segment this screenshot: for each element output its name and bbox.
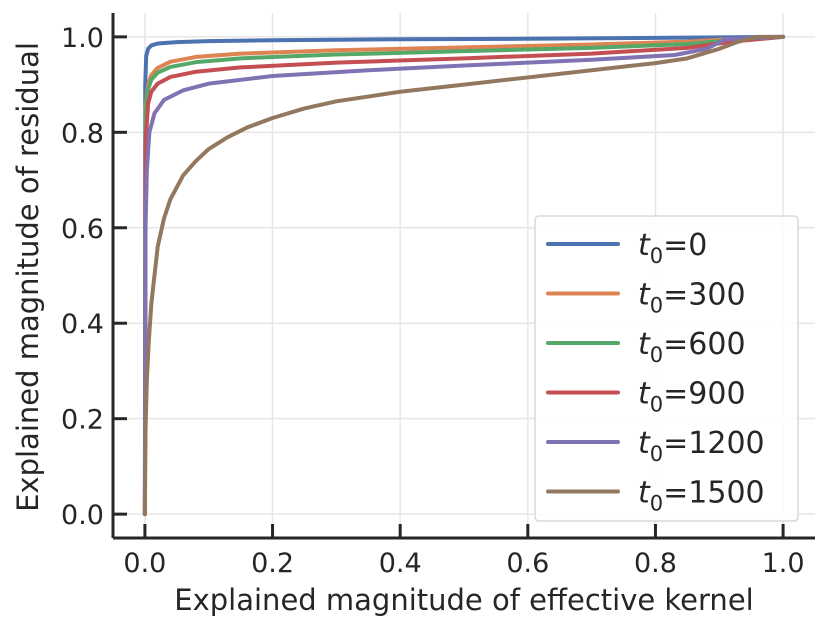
legend-label-sub: 0 bbox=[650, 294, 663, 318]
legend-label-value: =0 bbox=[663, 228, 707, 263]
series-line-0 bbox=[142, 34, 786, 517]
legend-label-value: =600 bbox=[663, 327, 745, 362]
y-tick-label: 0.0 bbox=[61, 500, 104, 531]
y-axis-label: Explained magnitude of residual bbox=[11, 42, 45, 512]
legend-label-sub: 0 bbox=[650, 244, 663, 268]
legend-label-base: t bbox=[638, 476, 651, 511]
legend-label-2: t0=600 bbox=[638, 327, 746, 367]
legend-label-4: t0=1200 bbox=[638, 426, 765, 466]
legend-label-sub: 0 bbox=[650, 393, 663, 417]
y-tick-label: 0.8 bbox=[61, 118, 104, 149]
legend-label-sub: 0 bbox=[650, 492, 663, 516]
series-line-4 bbox=[142, 34, 786, 517]
legend-label-base: t bbox=[638, 377, 651, 412]
x-tick-label: 0.8 bbox=[634, 548, 677, 579]
x-axis-label: Explained magnitude of effective kernel bbox=[174, 583, 753, 617]
ticks: 0.0 0.2 0.4 0.6 0.8 1.0 0.0 0.2 0.4 0.6 0.8 1.0 bbox=[61, 23, 805, 579]
x-tick-label: 0.4 bbox=[379, 548, 422, 579]
x-tick-label: 0.2 bbox=[251, 548, 294, 579]
y-tick-label: 0.6 bbox=[61, 214, 104, 245]
legend-label-value: =1500 bbox=[663, 476, 764, 511]
legend-label-0: t0=0 bbox=[638, 228, 707, 268]
legend-label-sub: 0 bbox=[650, 442, 663, 466]
legend-label-3: t0=900 bbox=[638, 377, 746, 417]
x-tick-label: 1.0 bbox=[762, 548, 805, 579]
y-tick-label: 0.2 bbox=[61, 405, 104, 436]
x-tick-label: 0.0 bbox=[123, 548, 166, 579]
x-tick-label: 0.6 bbox=[506, 548, 549, 579]
series-line-5 bbox=[142, 34, 786, 517]
legend-label-5: t0=1500 bbox=[638, 476, 765, 516]
legend-label-value: =900 bbox=[663, 377, 745, 412]
series-line-3 bbox=[142, 34, 786, 517]
legend-label-1: t0=300 bbox=[638, 278, 746, 318]
legend-label-sub: 0 bbox=[650, 343, 663, 367]
y-tick-label: 1.0 bbox=[61, 23, 104, 54]
legend-label-base: t bbox=[638, 228, 651, 263]
axes bbox=[111, 13, 815, 540]
legend-label-value: =1200 bbox=[663, 426, 764, 461]
y-tick-label: 0.4 bbox=[61, 309, 104, 340]
series-line-2 bbox=[142, 34, 786, 517]
series-lines bbox=[142, 34, 786, 517]
legend-label-value: =300 bbox=[663, 278, 745, 313]
legend-label-base: t bbox=[638, 426, 651, 461]
legend-label-base: t bbox=[638, 327, 651, 362]
legend-label-base: t bbox=[638, 278, 651, 313]
